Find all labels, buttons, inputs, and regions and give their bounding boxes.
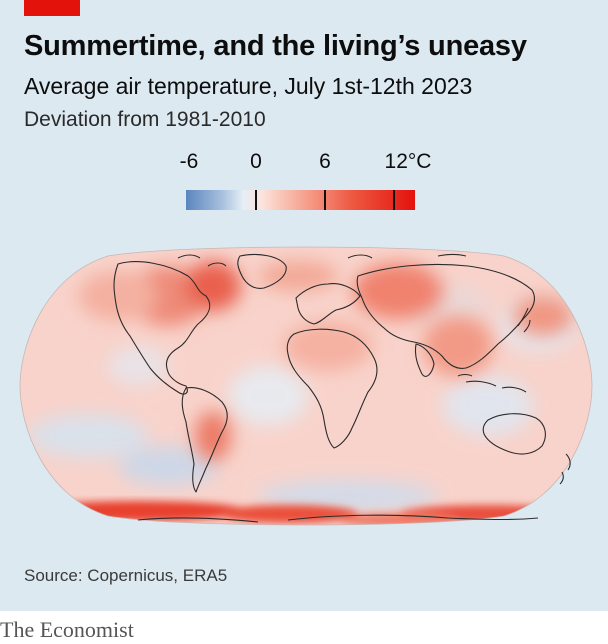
north-america-coast bbox=[113, 261, 211, 395]
india-coast bbox=[414, 343, 435, 377]
globe-outline bbox=[19, 246, 593, 526]
anomaly-field bbox=[20, 247, 592, 525]
africa-coast bbox=[286, 328, 378, 449]
legend-label-0: 0 bbox=[250, 150, 262, 173]
legend-tick-12 bbox=[393, 190, 395, 210]
south-america-coast bbox=[181, 387, 228, 493]
legend-tick-6 bbox=[324, 190, 326, 210]
arctic-islands-coast bbox=[177, 253, 467, 267]
color-legend: -6 0 6 12°C bbox=[180, 150, 431, 212]
indonesia-coast bbox=[457, 373, 527, 393]
source-note: Source: Copernicus, ERA5 bbox=[24, 566, 228, 585]
coastlines bbox=[113, 253, 571, 523]
japan-coast bbox=[517, 307, 531, 333]
antarctica-coast bbox=[137, 514, 539, 523]
legend-tick-0 bbox=[255, 190, 257, 210]
legend-label-neg6: -6 bbox=[179, 150, 199, 173]
australia-coast bbox=[482, 413, 546, 455]
asia-coast bbox=[356, 263, 535, 369]
brand-red-tag bbox=[24, 0, 80, 16]
brand-wordmark: The Economist bbox=[0, 617, 134, 642]
chart-title: Summertime, and the living’s uneasy bbox=[24, 30, 527, 62]
legend-label-6: 6 bbox=[319, 150, 331, 173]
legend-color-bar bbox=[186, 190, 415, 210]
chart-panel: Summertime, and the living’s uneasy Aver… bbox=[0, 0, 608, 611]
new-zealand-coast bbox=[559, 453, 571, 485]
europe-coast bbox=[295, 283, 361, 325]
chart-description: Deviation from 1981-2010 bbox=[24, 108, 266, 131]
chart-subtitle: Average air temperature, July 1st-12th 2… bbox=[24, 73, 473, 99]
world-map-svg bbox=[19, 246, 593, 526]
greenland-coast bbox=[237, 253, 287, 289]
world-map bbox=[18, 236, 594, 536]
legend-label-12: 12°C bbox=[384, 150, 432, 173]
